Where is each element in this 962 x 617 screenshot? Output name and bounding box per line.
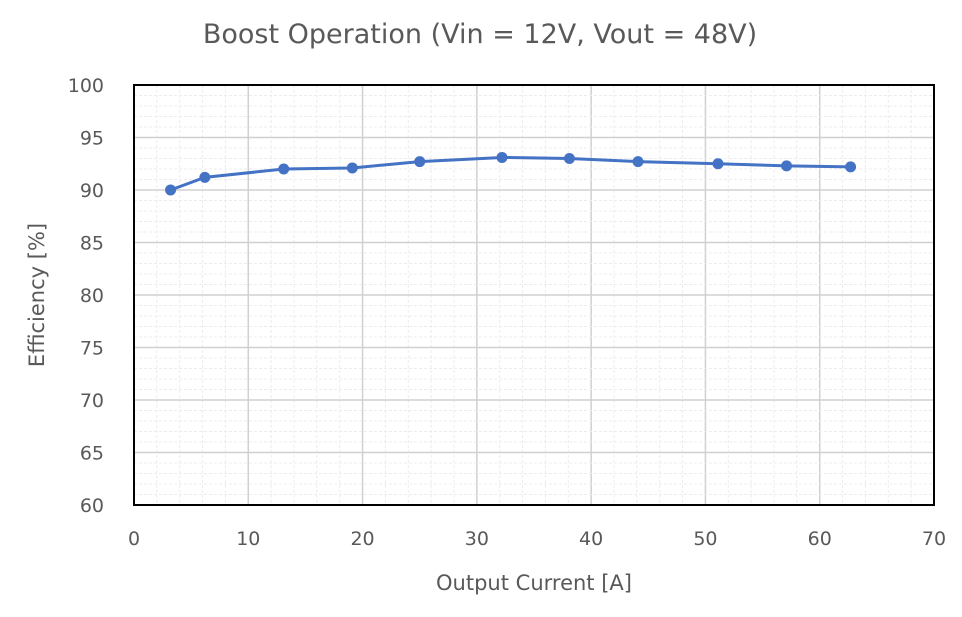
x-tick-label: 0 xyxy=(128,528,140,550)
data-point xyxy=(199,171,211,183)
x-tick-label: 40 xyxy=(579,528,603,550)
data-point xyxy=(496,151,508,163)
y-tick-label: 85 xyxy=(80,233,104,255)
y-tick-label: 60 xyxy=(80,495,104,517)
y-tick-label: 100 xyxy=(68,75,104,97)
data-point xyxy=(845,161,857,173)
y-tick-label: 80 xyxy=(80,285,104,307)
data-point xyxy=(632,156,644,168)
y-tick-label: 70 xyxy=(80,390,104,412)
y-tick-label: 65 xyxy=(80,443,104,465)
y-tick-label: 90 xyxy=(80,180,104,202)
data-point xyxy=(712,158,724,170)
data-point xyxy=(278,163,290,175)
data-point xyxy=(781,160,793,172)
x-tick-label: 20 xyxy=(350,528,374,550)
y-axis-label: Efficiency [%] xyxy=(25,223,49,367)
y-tick-label: 95 xyxy=(80,128,104,150)
x-tick-label: 30 xyxy=(465,528,489,550)
x-tick-label: 10 xyxy=(236,528,260,550)
chart-title: Boost Operation (Vin = 12V, Vout = 48V) xyxy=(203,19,757,50)
x-tick-label: 70 xyxy=(922,528,946,550)
y-tick-label: 75 xyxy=(80,338,104,360)
x-tick-label: 60 xyxy=(808,528,832,550)
data-point xyxy=(346,162,358,174)
data-point xyxy=(165,184,177,196)
x-axis-label: Output Current [A] xyxy=(436,571,632,595)
data-point xyxy=(563,153,575,164)
data-point xyxy=(414,156,426,168)
series-line xyxy=(170,155,851,192)
plot-border xyxy=(133,84,935,506)
x-tick-label: 50 xyxy=(693,528,717,550)
